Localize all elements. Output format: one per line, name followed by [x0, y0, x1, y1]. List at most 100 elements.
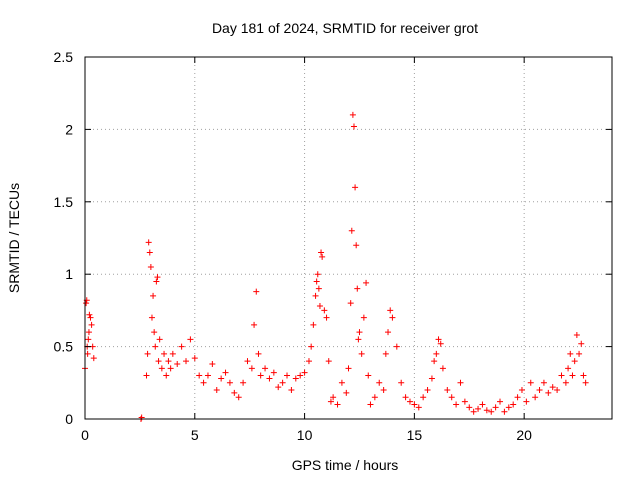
x-tick-labels: 0 5 10 15 20 [81, 427, 532, 443]
data-point [292, 375, 299, 382]
data-point [301, 369, 308, 376]
data-points [82, 111, 589, 422]
data-point [532, 394, 539, 401]
y-axis-title: SRMTID / TECUs [6, 183, 22, 293]
data-point [569, 372, 576, 379]
data-point [231, 389, 238, 396]
data-point [349, 111, 356, 118]
data-point [470, 408, 477, 415]
data-point [580, 372, 587, 379]
data-point [154, 274, 161, 281]
data-point [558, 372, 565, 379]
data-point [367, 401, 374, 408]
data-point [345, 365, 352, 372]
data-point [319, 253, 326, 260]
y-tick-label: 0 [65, 411, 73, 427]
data-point [255, 350, 262, 357]
data-point [146, 249, 153, 256]
data-point [435, 336, 442, 343]
data-point [310, 321, 317, 328]
data-point [204, 372, 211, 379]
data-point [167, 365, 174, 372]
y-tick-labels: 0 0.5 1 1.5 2 2.5 [54, 49, 74, 427]
data-point [576, 350, 583, 357]
data-point [439, 365, 446, 372]
data-point [387, 307, 394, 314]
data-point [155, 358, 162, 365]
data-point [358, 350, 365, 357]
axis-ticks [84, 56, 612, 420]
data-point [288, 387, 295, 394]
data-point [305, 358, 312, 365]
y-tick-label: 0.5 [54, 339, 74, 355]
data-point [573, 332, 580, 339]
data-point [196, 372, 203, 379]
y-tick-label: 2 [65, 121, 73, 137]
data-point [355, 336, 362, 343]
data-point [87, 314, 94, 321]
data-point [527, 379, 534, 386]
data-point [297, 372, 304, 379]
data-point [415, 404, 422, 411]
data-point [483, 407, 490, 414]
data-point [187, 336, 194, 343]
data-point [514, 394, 521, 401]
data-point [86, 311, 93, 318]
data-point [316, 303, 323, 310]
data-point [389, 314, 396, 321]
data-point [578, 340, 585, 347]
data-point [147, 263, 154, 270]
data-point [313, 278, 320, 285]
data-point [437, 340, 444, 347]
data-point [518, 387, 525, 394]
data-point [571, 358, 578, 365]
data-point [90, 355, 97, 362]
data-point [411, 401, 418, 408]
data-point [350, 123, 357, 130]
data-point [262, 365, 269, 372]
data-point [270, 369, 277, 376]
data-point [251, 321, 258, 328]
data-point [150, 292, 157, 299]
x-tick-label: 5 [191, 427, 199, 443]
data-point [253, 288, 260, 295]
data-point [352, 184, 359, 191]
data-point [148, 314, 155, 321]
data-point [226, 379, 233, 386]
data-point [497, 398, 504, 405]
data-point [554, 387, 561, 394]
data-point [200, 379, 207, 386]
data-point [163, 372, 170, 379]
data-point [488, 408, 495, 415]
data-point [83, 300, 90, 307]
data-point [158, 365, 165, 372]
data-point [453, 401, 460, 408]
data-point [325, 358, 332, 365]
data-point [371, 394, 378, 401]
data-point [327, 398, 334, 405]
data-point [466, 404, 473, 411]
data-point [275, 384, 282, 391]
data-point [314, 271, 321, 278]
data-point [151, 329, 158, 336]
data-point [145, 239, 152, 246]
x-tick-label: 0 [81, 427, 89, 443]
y-tick-label: 2.5 [54, 49, 74, 65]
data-point [156, 336, 163, 343]
data-point [161, 350, 168, 357]
data-point [380, 387, 387, 394]
data-point [433, 350, 440, 357]
data-point [338, 379, 345, 386]
data-point [266, 375, 273, 382]
data-point [505, 404, 512, 411]
data-point [330, 394, 337, 401]
data-point [284, 372, 291, 379]
data-point [475, 405, 482, 412]
data-point [376, 379, 383, 386]
data-point [353, 242, 360, 249]
data-point [279, 379, 286, 386]
x-tick-label: 15 [407, 427, 423, 443]
data-point [501, 408, 508, 415]
data-point [321, 307, 328, 314]
